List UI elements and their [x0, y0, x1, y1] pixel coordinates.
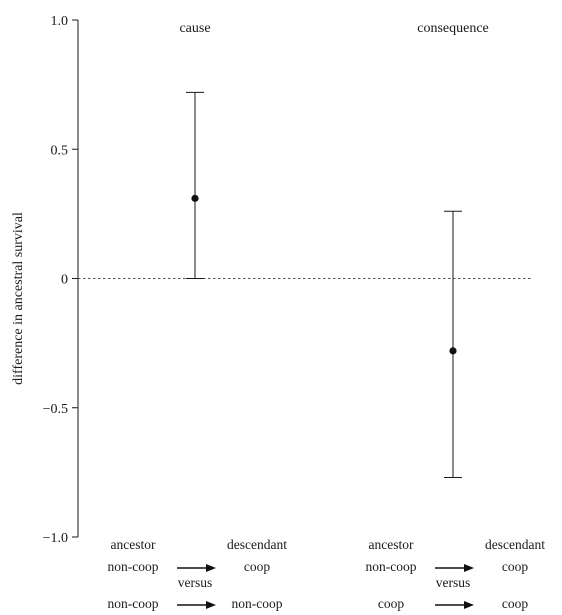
panel-title: consequence — [417, 21, 489, 36]
row1-ancestor: non-coop — [366, 559, 417, 574]
arrow-head — [464, 564, 474, 572]
row2-ancestor: non-coop — [108, 596, 159, 611]
descendant-header: descendant — [485, 537, 545, 552]
panel-title: cause — [179, 21, 210, 36]
row2-descendant: non-coop — [232, 596, 283, 611]
panels: cause ancestor descendant non-coop coop versu… — [108, 21, 546, 611]
row2-ancestor: coop — [378, 596, 404, 611]
estimate-point — [191, 194, 199, 202]
versus-label: versus — [178, 575, 213, 590]
descendant-header: descendant — [227, 537, 287, 552]
ancestor-header: ancestor — [369, 537, 414, 552]
panel-consequence: consequence ancestor descendant non-coop coo… — [366, 21, 546, 611]
y-tick-label: 0 — [61, 273, 68, 288]
row1-arrow — [435, 564, 474, 572]
row2-arrow — [435, 601, 474, 609]
row1-descendant: coop — [502, 559, 528, 574]
estimate-point — [449, 347, 457, 355]
row2-descendant: coop — [502, 596, 528, 611]
panel-cause: cause ancestor descendant non-coop coop versu… — [108, 21, 288, 611]
ancestor-header: ancestor — [111, 537, 156, 552]
y-tick-label: −0.5 — [43, 402, 68, 417]
versus-label: versus — [436, 575, 471, 590]
row2-arrow — [177, 601, 216, 609]
y-ticks: 1.0 0.5 0 −0.5 −1.0 — [43, 14, 78, 546]
plot-area: 1.0 0.5 0 −0.5 −1.0 cause ancestor descendant n… — [43, 14, 546, 611]
row1-arrow — [177, 564, 216, 572]
y-tick-label: 1.0 — [51, 14, 69, 29]
arrow-head — [206, 601, 216, 609]
y-tick-label: −1.0 — [43, 531, 68, 546]
y-axis-title: difference in ancestral survival — [11, 212, 26, 385]
arrow-head — [464, 601, 474, 609]
arrow-head — [206, 564, 216, 572]
row1-ancestor: non-coop — [108, 559, 159, 574]
y-tick-label: 0.5 — [51, 143, 69, 158]
row1-descendant: coop — [244, 559, 270, 574]
